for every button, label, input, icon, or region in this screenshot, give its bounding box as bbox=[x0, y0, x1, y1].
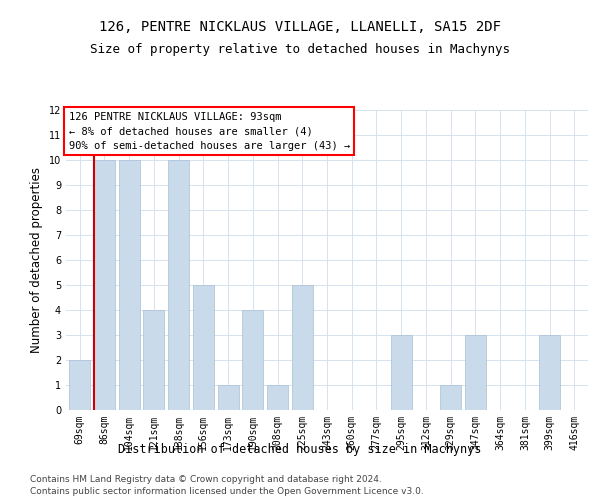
Bar bbox=[193, 285, 214, 410]
Text: Contains HM Land Registry data © Crown copyright and database right 2024.: Contains HM Land Registry data © Crown c… bbox=[30, 475, 382, 484]
Text: 126, PENTRE NICKLAUS VILLAGE, LLANELLI, SA15 2DF: 126, PENTRE NICKLAUS VILLAGE, LLANELLI, … bbox=[99, 20, 501, 34]
Bar bbox=[242, 310, 263, 410]
Text: Size of property relative to detached houses in Machynys: Size of property relative to detached ho… bbox=[90, 42, 510, 56]
Bar bbox=[143, 310, 164, 410]
Bar bbox=[292, 285, 313, 410]
Bar bbox=[539, 335, 560, 410]
Bar bbox=[69, 360, 90, 410]
Text: 126 PENTRE NICKLAUS VILLAGE: 93sqm
← 8% of detached houses are smaller (4)
90% o: 126 PENTRE NICKLAUS VILLAGE: 93sqm ← 8% … bbox=[68, 112, 350, 151]
Text: Distribution of detached houses by size in Machynys: Distribution of detached houses by size … bbox=[118, 442, 482, 456]
Bar bbox=[119, 160, 140, 410]
Bar bbox=[94, 160, 115, 410]
Bar bbox=[168, 160, 189, 410]
Text: Contains public sector information licensed under the Open Government Licence v3: Contains public sector information licen… bbox=[30, 488, 424, 496]
Bar bbox=[465, 335, 486, 410]
Bar bbox=[440, 385, 461, 410]
Y-axis label: Number of detached properties: Number of detached properties bbox=[30, 167, 43, 353]
Bar bbox=[391, 335, 412, 410]
Bar bbox=[267, 385, 288, 410]
Bar bbox=[218, 385, 239, 410]
